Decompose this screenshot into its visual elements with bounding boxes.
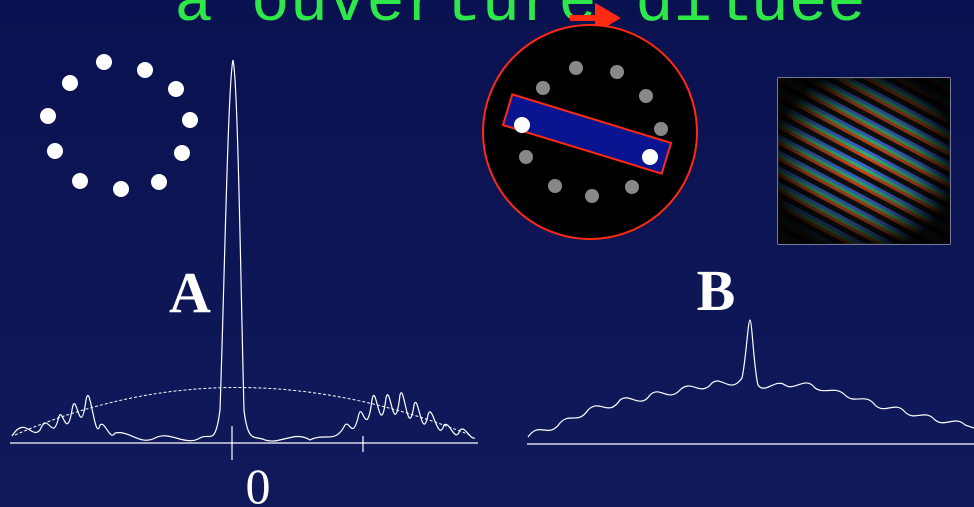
fringe-image bbox=[778, 78, 950, 244]
title: à ouverture diluée bbox=[174, 0, 865, 40]
label-a: A bbox=[169, 260, 211, 325]
label-b: B bbox=[697, 258, 736, 323]
axis-zero: 0 bbox=[246, 458, 271, 507]
slide: à ouverture diluée A B 0 bbox=[0, 0, 974, 507]
rotating-mask bbox=[483, 25, 697, 239]
